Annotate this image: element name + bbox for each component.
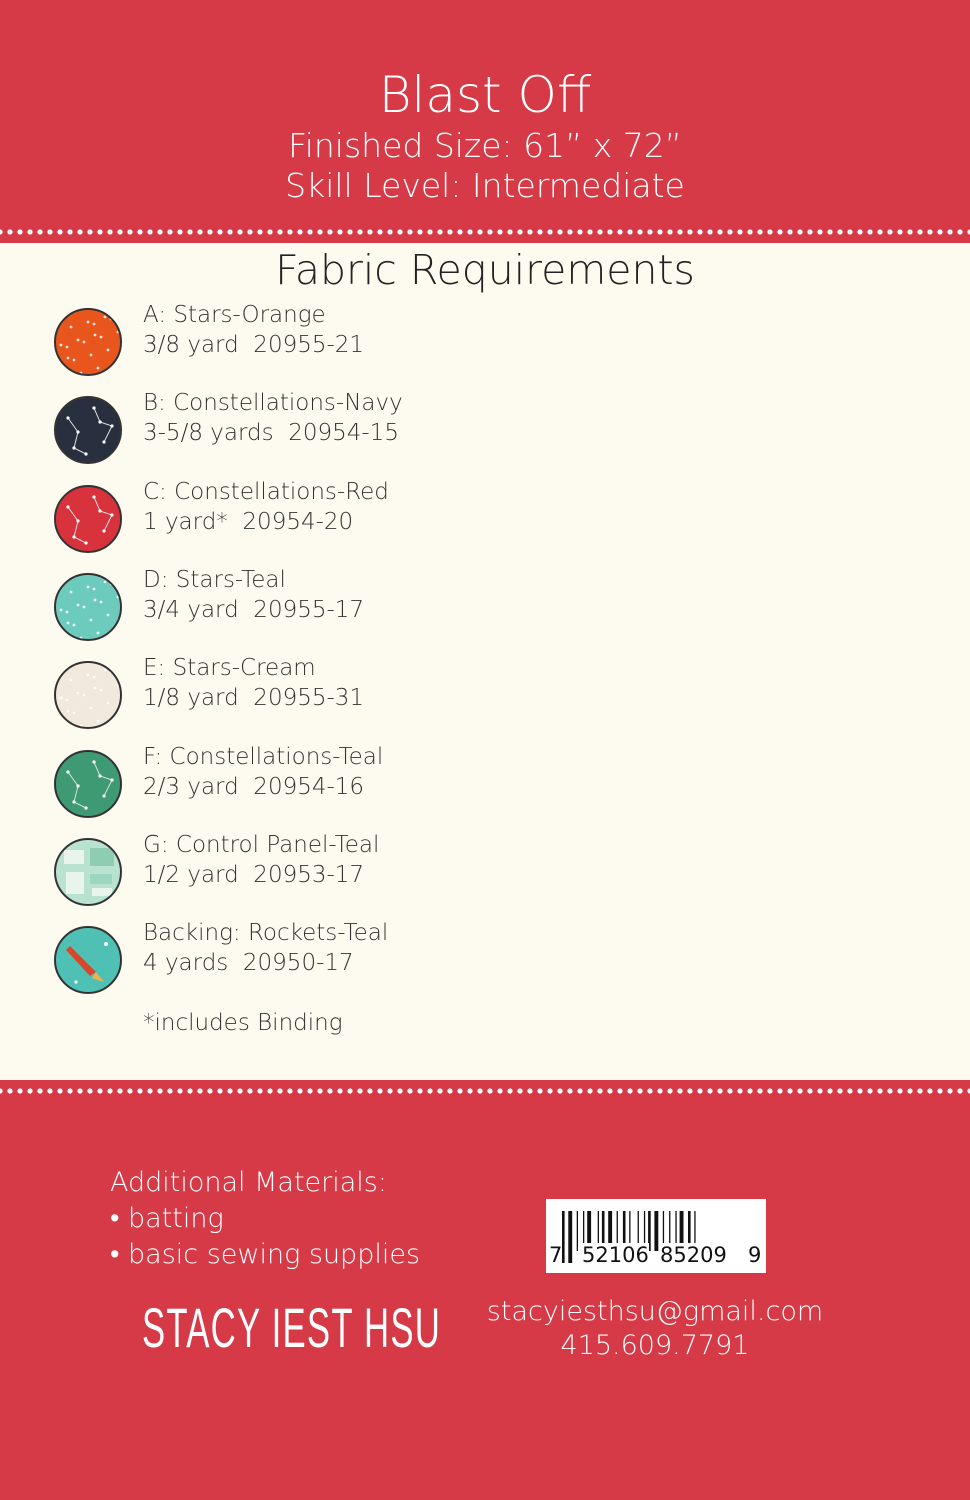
barcode-digit: 85209 [660,1243,727,1267]
barcode-bar [608,1211,613,1251]
additional-materials: Additional Materials: • batting • basic … [110,1165,420,1273]
skill-level: Skill Level: Intermediate [285,166,685,205]
fabric-pattern-icon [56,663,120,728]
barcode-bar [562,1211,565,1263]
barcode-bar [688,1211,691,1251]
barcode-bar [597,1211,599,1251]
fabric-text: F: Constellations-Teal 2/3 yard 20954-16 [143,742,383,802]
barcode-bar [601,1211,605,1251]
barcode-bar [679,1211,684,1251]
fabric-swatch [54,749,122,818]
barcode-bar [648,1211,651,1251]
fabric-amount: 2/3 yard 20954-16 [143,773,365,800]
fabric-swatch [54,396,122,465]
fabric-pattern-icon [66,494,114,545]
barcode-bar [643,1211,646,1251]
barcode-digit: 7 [549,1243,563,1267]
barcode-bar [654,1211,659,1251]
header: Blast Off Finished Size: 61” x 72” Skill… [0,0,970,243]
fabric-text: Backing: Rockets-Teal 4 yards 20950-17 [143,918,388,978]
barcode-bar [622,1211,626,1251]
fabric-text: E: Stars-Cream 1/8 yard 20955-31 [143,653,364,713]
fabric-text: D: Stars-Teal 3/4 yard 20955-17 [143,565,364,625]
fabric-text: C: Constellations-Red 1 yard* 20954-20 [143,477,389,537]
designer-logo: STACY IEST HSU [142,1296,442,1359]
fabric-amount: 3/4 yard 20955-17 [143,596,365,623]
phone: 415.609.7791 [560,1330,750,1361]
material-item: • batting [110,1203,224,1234]
fabric-name: B: Constellations-Navy [143,390,403,417]
barcode-bar [568,1211,573,1263]
fabric-swatch [54,926,122,995]
barcode-digit: 9 [748,1243,762,1267]
barcode-bar [662,1211,665,1251]
fabric-requirements-title: Fabric Requirements [275,246,695,294]
fabric-name: F: Constellations-Teal [143,743,384,770]
fabric-text: G: Control Panel-Teal 1/2 yard 20953-17 [143,830,379,890]
fabric-pattern-icon [66,406,114,456]
fabric-pattern-icon [56,575,120,639]
fabric-pattern-icon [64,847,114,896]
additional-title: Additional Materials: [110,1167,387,1198]
barcode-bar [669,1211,671,1251]
fabric-name: A: Stars-Orange [143,302,326,328]
dotted-divider [0,1088,970,1094]
fabric-amount: 4 yards 20950-17 [143,950,354,977]
dotted-divider [0,229,970,235]
pattern-title: Blast Off [378,66,592,124]
contact-info: stacyiesthsu@gmail.com 415.609.7791 [470,1295,840,1363]
finished-size: Finished Size: 61” x 72” [288,126,682,165]
barcode-bar [637,1211,639,1251]
material-item: • basic sewing supplies [110,1239,421,1270]
fabric-pattern-icon [66,942,108,984]
fabric-amount: 1/2 yard 20953-17 [143,861,365,888]
barcode-bar [694,1211,696,1263]
fabric-section [0,243,970,1080]
binding-note: *includes Binding [143,1010,343,1036]
fabric-swatch [54,308,122,376]
fabric-swatch [54,572,122,641]
barcode-bar [583,1211,585,1251]
fabric-name: E: Stars-Cream [143,655,316,682]
email[interactable]: stacyiesthsu@gmail.com [486,1296,824,1327]
fabric-amount: 1 yard* 20954-20 [143,508,354,535]
fabric-pattern-icon [56,310,120,374]
fabric-swatch [54,484,122,553]
fabric-amount: 3-5/8 yards 20954-15 [143,420,399,447]
barcode-bar [675,1211,677,1251]
fabric-name: G: Control Panel-Teal [143,831,380,858]
fabric-name: D: Stars-Teal [143,566,286,593]
fabric-text: B: Constellations-Navy 3-5/8 yards 20954-… [143,388,403,448]
fabric-pattern-icon [66,759,114,810]
barcode-bar [576,1211,578,1251]
fabric-swatch [54,837,122,906]
barcode-bar [629,1211,631,1251]
barcode-bar [616,1211,618,1251]
barcode: 7 52106 85209 9 [546,1199,766,1273]
barcode-digit: 52106 [582,1243,649,1267]
barcode-bar [587,1211,592,1251]
barcode-bars [562,1211,696,1263]
fabric-swatch [54,661,122,730]
fabric-text: A: Stars-Orange 3/8 yard 20955-21 [143,300,364,360]
fabric-amount: 1/8 yard 20955-31 [143,685,365,712]
fabric-amount: 3/8 yard 20955-21 [143,332,365,358]
fabric-name: Backing: Rockets-Teal [143,920,389,947]
fabric-name: C: Constellations-Red [143,478,389,505]
